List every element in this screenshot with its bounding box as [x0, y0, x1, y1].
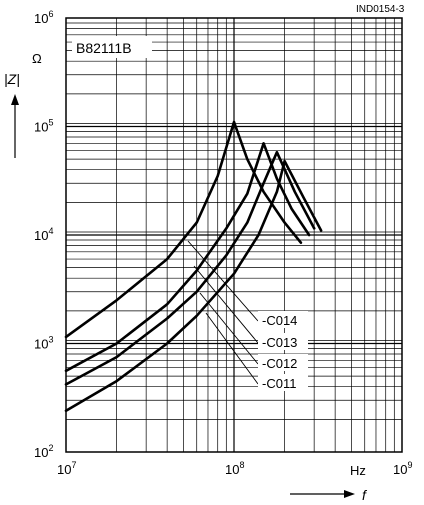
series-curve — [64, 150, 316, 386]
y-tick-label: 103 — [34, 335, 53, 352]
series-leader-line — [205, 312, 259, 385]
y-tick-label: 106 — [34, 9, 53, 26]
series-label: -C013 — [262, 335, 297, 350]
series-leader-line — [199, 292, 259, 365]
chart-grid — [66, 18, 402, 452]
document-code: IND0154-3 — [356, 4, 405, 15]
x-tick-label: 107 — [57, 460, 76, 477]
y-tick-label: 104 — [34, 226, 53, 243]
series-label-box — [258, 333, 308, 350]
series-label: -C011 — [262, 376, 296, 391]
x-axis-label: f — [362, 487, 368, 503]
series-leader-lines: -C014 -C013 -C012 -C011 — [187, 240, 308, 391]
plot-frame — [65, 17, 403, 453]
y-tick-label: 102 — [34, 443, 53, 460]
x-tick-label: 108 — [225, 460, 244, 477]
y-axis-label: |Z| — [4, 71, 20, 87]
series-leader-line — [193, 265, 259, 344]
series-label-box — [258, 354, 308, 371]
x-axis-arrow-icon — [290, 490, 355, 498]
impedance-curves — [64, 120, 323, 412]
series-label: -C014 — [262, 313, 297, 328]
x-tick-label: 109 — [393, 460, 412, 477]
chart-title-box — [72, 36, 152, 58]
series-curve — [64, 120, 303, 339]
y-tick-label: 105 — [34, 118, 53, 135]
y-unit-label: Ω — [32, 51, 42, 66]
series-label-box — [258, 374, 308, 391]
y-axis-arrow-icon — [11, 94, 19, 158]
series-leader-line — [187, 240, 259, 322]
chart-title: B82111B — [76, 40, 132, 56]
series-label: -C012 — [262, 356, 297, 371]
series-label-box — [258, 311, 308, 328]
series-curve — [64, 159, 323, 412]
axis-tick-labels: 102 103 104 105 106 107 108 109 — [34, 9, 412, 477]
series-curve — [64, 142, 311, 373]
x-unit-label: Hz — [350, 463, 366, 478]
